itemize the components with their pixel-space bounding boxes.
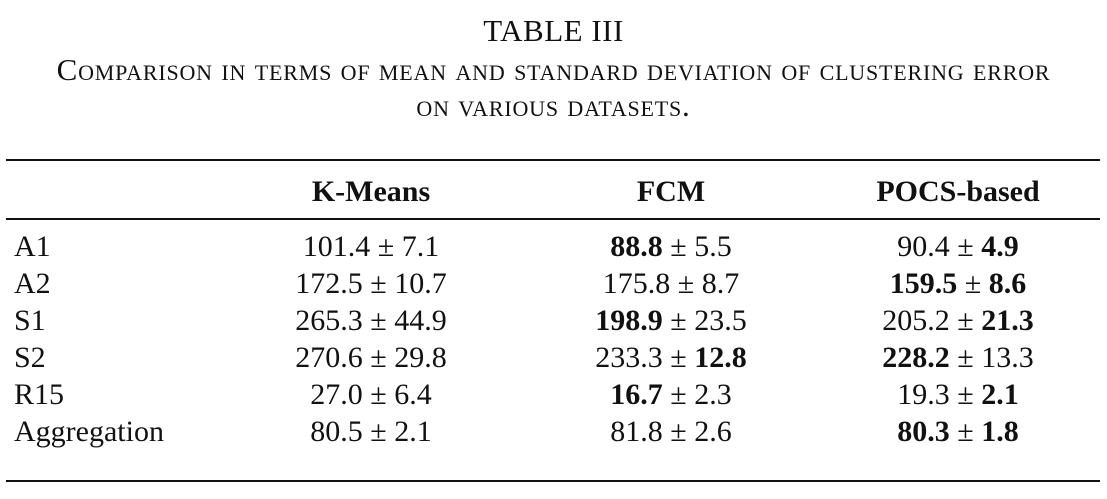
header-rule [6,218,1100,220]
std-value: 13.3 [981,340,1034,374]
value-cell-kmeans: 270.6 ± 29.8 [216,339,526,376]
table-caption: TABLE III Comparison in terms of mean an… [0,10,1107,124]
mean-value: 27.0 [310,377,363,411]
dataset-name-cell: A2 [14,266,51,300]
mean-value: 228.2 [882,340,950,374]
table-row: S2 270.6 ± 29.8 233.3 ± 12.8 228.2 ± 13.3 [6,339,1100,376]
mean-value: 159.5 [889,266,958,300]
header-cell-pocs: POCS-based [876,175,1040,208]
plus-minus-sign: ± [949,377,982,411]
plus-minus-sign: ± [662,414,695,448]
mean-value: 16.7 [610,377,663,411]
mean-value: 265.3 [295,303,363,337]
header-row: K-Means FCM POCS-based [6,168,1100,216]
std-value: 23.5 [694,303,747,337]
std-value: 44.9 [394,303,447,337]
plus-minus-sign: ± [362,340,395,374]
mean-value: 19.3 [897,377,950,411]
header-cell-dataset [6,168,216,216]
mean-value: 270.6 [295,340,363,374]
plus-minus-sign: ± [662,229,695,263]
mean-value: 80.5 [310,414,363,448]
mean-value: 101.4 [302,229,371,263]
header-cell-kmeans: K-Means [311,175,431,208]
std-value: 2.6 [694,414,732,448]
value-cell-pocs: 19.3 ± 2.1 [816,376,1100,413]
bottom-rule [6,480,1100,482]
table-row: A1 101.4 ± 7.1 88.8 ± 5.5 90.4 ± 4.9 [6,216,1100,265]
table-caption-text: Comparison in terms of mean and standard… [56,52,1051,123]
value-cell-fcm: 81.8 ± 2.6 [526,413,816,450]
mean-value: 205.2 [882,303,950,337]
value-cell-fcm: 88.8 ± 5.5 [526,216,816,265]
plus-minus-sign: ± [949,303,982,337]
value-cell-kmeans: 172.5 ± 10.7 [216,265,526,302]
dataset-name-cell: S1 [14,303,46,337]
value-cell-kmeans: 80.5 ± 2.1 [216,413,526,450]
std-value: 4.9 [981,229,1019,263]
plus-minus-sign: ± [662,340,695,374]
plus-minus-sign: ± [362,303,395,337]
table-label: TABLE III [483,13,624,48]
plus-minus-sign: ± [370,229,402,263]
value-cell-pocs: 159.5 ± 8.6 [816,265,1100,302]
dataset-name-cell: Aggregation [14,414,164,448]
dataset-name-cell: S2 [14,340,46,374]
value-cell-pocs: 90.4 ± 4.9 [816,216,1100,265]
value-cell-pocs: 228.2 ± 13.3 [816,339,1100,376]
std-value: 7.1 [401,229,440,263]
mean-value: 90.4 [897,229,950,263]
table-row: R15 27.0 ± 6.4 16.7 ± 2.3 19.3 ± 2.1 [6,376,1100,413]
dataset-name-cell: A1 [14,229,51,263]
plus-minus-sign: ± [362,414,395,448]
plus-minus-sign: ± [949,414,982,448]
plus-minus-sign: ± [949,340,982,374]
std-value: 21.3 [981,303,1034,337]
std-value: 5.5 [694,229,732,263]
results-table: K-Means FCM POCS-based A1 101.4 ± 7.1 88.8… [6,168,1100,450]
value-cell-fcm: 233.3 ± 12.8 [526,339,816,376]
std-value: 8.6 [988,266,1027,300]
mean-value: 80.3 [897,414,950,448]
top-rule [6,159,1100,161]
table-row: A2 172.5 ± 10.7 175.8 ± 8.7 159.5 ± 8.6 [6,265,1100,302]
std-value: 2.3 [694,377,732,411]
std-value: 1.8 [981,414,1019,448]
value-cell-fcm: 175.8 ± 8.7 [526,265,816,302]
table-body: A1 101.4 ± 7.1 88.8 ± 5.5 90.4 ± 4.9 A2 172.5… [6,216,1100,450]
std-value: 10.7 [394,266,447,300]
header-cell-fcm: FCM [636,175,706,208]
std-value: 6.4 [394,377,432,411]
plus-minus-sign: ± [362,377,395,411]
plus-minus-sign: ± [662,377,695,411]
mean-value: 81.8 [610,414,663,448]
value-cell-pocs: 205.2 ± 21.3 [816,302,1100,339]
mean-value: 172.5 [295,266,363,300]
table-row: Aggregation 80.5 ± 2.1 81.8 ± 2.6 80.3 ± 1.… [6,413,1100,450]
value-cell-fcm: 198.9 ± 23.5 [526,302,816,339]
plus-minus-sign: ± [362,266,395,300]
value-cell-kmeans: 265.3 ± 44.9 [216,302,526,339]
dataset-name-cell: R15 [14,377,65,411]
mean-value: 198.9 [595,303,663,337]
value-cell-pocs: 80.3 ± 1.8 [816,413,1100,450]
value-cell-fcm: 16.7 ± 2.3 [526,376,816,413]
mean-value: 88.8 [610,229,663,263]
plus-minus-sign: ± [670,266,702,300]
mean-value: 175.8 [602,266,671,300]
value-cell-kmeans: 27.0 ± 6.4 [216,376,526,413]
table-row: S1 265.3 ± 44.9 198.9 ± 23.5 205.2 ± 21.3 [6,302,1100,339]
plus-minus-sign: ± [957,266,989,300]
std-value: 8.7 [701,266,740,300]
value-cell-kmeans: 101.4 ± 7.1 [216,216,526,265]
plus-minus-sign: ± [662,303,695,337]
std-value: 12.8 [694,340,747,374]
std-value: 2.1 [394,414,432,448]
std-value: 2.1 [981,377,1019,411]
plus-minus-sign: ± [949,229,982,263]
std-value: 29.8 [394,340,447,374]
mean-value: 233.3 [595,340,663,374]
